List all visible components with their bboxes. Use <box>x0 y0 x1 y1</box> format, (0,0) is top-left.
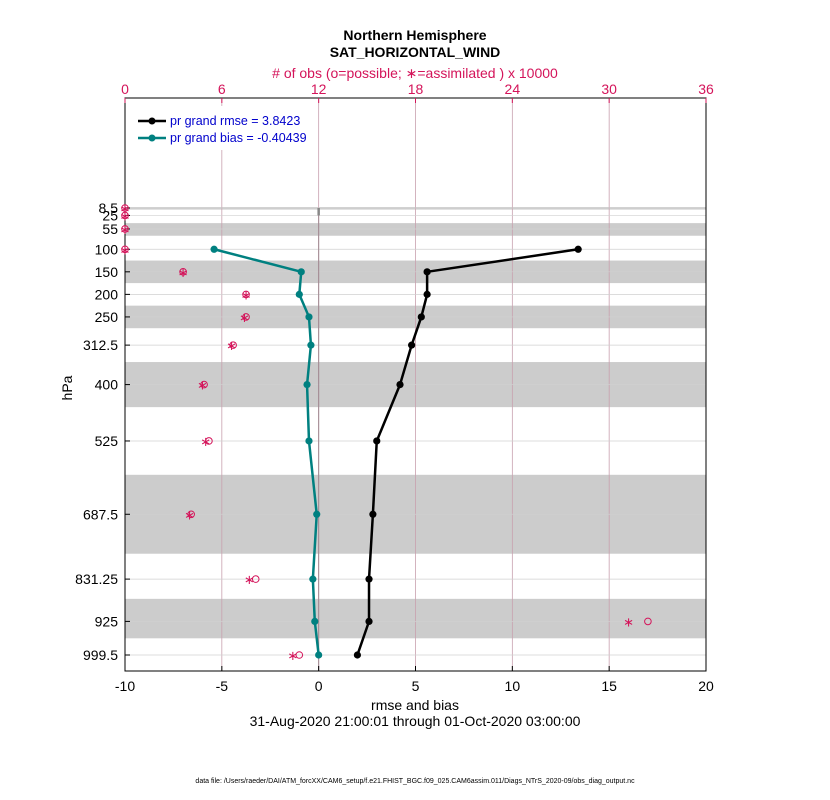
obs-possible-marker <box>644 617 652 626</box>
y-tick-label: 8.5 <box>99 200 119 216</box>
obs-assimilated-marker: ∗ <box>120 242 131 257</box>
obs-possible-marker <box>205 437 213 445</box>
obs-possible-marker <box>179 268 187 276</box>
obs-possible-marker <box>229 341 237 349</box>
legend-bias-label: pr grand bias = -0.40439 <box>170 131 307 145</box>
obs-count-markers: ∗∗∗∗∗∗∗∗∗∗∗∗∗∗ <box>120 201 652 663</box>
rmse-point <box>396 380 404 389</box>
rmse-point <box>365 575 373 583</box>
obs-assimilated-marker: ∗ <box>120 222 131 237</box>
obs-assimilated-marker: ∗ <box>226 338 237 353</box>
legend-rmse-label: pr grand rmse = 3.8423 <box>170 114 300 128</box>
legend-bias-marker <box>148 134 156 142</box>
obs-possible-marker <box>251 575 260 583</box>
y-tick-label: 150 <box>95 264 119 280</box>
bias-point <box>305 313 313 321</box>
chart-title: Northern Hemisphere <box>343 27 486 43</box>
obs-assimilated-marker: ∗ <box>200 434 211 449</box>
bias-point <box>311 617 319 625</box>
bias-point <box>297 268 305 276</box>
x-tick-label: 10 <box>505 678 521 694</box>
obs-assimilated-marker: ∗ <box>120 201 131 216</box>
rmse-point <box>408 341 416 349</box>
obs-possible-marker <box>242 313 250 321</box>
rmse-point <box>365 617 373 625</box>
y-tick-label: 687.5 <box>83 506 118 522</box>
bias-point <box>305 437 313 445</box>
obs-assimilated-marker: ∗ <box>241 287 252 302</box>
y-tick-label: 999.5 <box>83 647 118 663</box>
x-tick-label: 0 <box>315 678 323 694</box>
top-tick-label: 36 <box>698 81 714 97</box>
series-lines <box>210 245 582 659</box>
y-axis-label: hPa <box>59 375 75 400</box>
obs-assimilated-marker: ∗ <box>287 648 298 663</box>
chart-subtitle: SAT_HORIZONTAL_WIND <box>330 44 501 60</box>
legend-rmse-marker <box>148 117 156 125</box>
y-tick-label: 400 <box>95 377 119 393</box>
date-range: 31-Aug-2020 21:00:01 through 01-Oct-2020… <box>250 713 581 729</box>
obs-possible-marker <box>295 651 304 659</box>
x-tick-label: 15 <box>601 678 617 694</box>
y-tick-label: 100 <box>95 241 119 257</box>
obs-assimilated-marker: ∗ <box>244 572 255 587</box>
bias-point <box>307 341 315 349</box>
rmse-point <box>369 510 377 518</box>
rmse-point <box>423 290 431 298</box>
bias-point <box>295 290 303 298</box>
obs-assimilated-marker: ∗ <box>184 507 195 522</box>
obs-possible-marker <box>187 510 195 519</box>
bias-point <box>313 510 321 518</box>
rmse-point <box>423 268 431 276</box>
legend-box <box>131 106 314 150</box>
obs-possible-marker <box>121 204 129 212</box>
obs-possible-marker <box>242 290 250 299</box>
gridlines <box>125 98 706 671</box>
rmse-point <box>353 651 361 659</box>
rmse-point <box>417 313 425 321</box>
obs-assimilated-marker: ∗ <box>239 310 250 325</box>
y-tick-label: 525 <box>95 433 119 449</box>
x-tick-label: 20 <box>698 678 714 694</box>
y-tick-label: 200 <box>95 286 119 302</box>
y-tick-label: 55 <box>102 221 118 237</box>
y-tick-label: 250 <box>95 309 119 325</box>
rmse-point <box>373 437 381 445</box>
axis-ticks: -10 -5 0 5 10 15 200 6 12 18 24 30 368.5255510015020… <box>75 81 714 694</box>
top-tick-label: 12 <box>311 81 327 97</box>
bias-point <box>210 245 218 253</box>
obs-assimilated-marker: ∗ <box>120 208 131 223</box>
x-axis-label: rmse and bias <box>371 697 459 713</box>
obs-possible-marker <box>200 380 208 389</box>
y-tick-label: 312.5 <box>83 337 118 353</box>
x-tick-label: 5 <box>412 678 420 694</box>
y-tick-label: 831.25 <box>75 571 118 587</box>
top-tick-label: 6 <box>218 81 226 97</box>
obs-assimilated-marker: ∗ <box>623 614 634 629</box>
top-axis-label: # of obs (o=possible; ∗=assimilated ) x … <box>272 65 558 81</box>
top-tick-label: 30 <box>601 81 617 97</box>
obs-possible-marker <box>121 225 129 233</box>
obs-possible-marker <box>121 211 129 220</box>
legend: pr grand rmse = 3.8423 pr grand bias = -… <box>131 106 314 150</box>
obs-assimilated-marker: ∗ <box>197 378 208 393</box>
bias-point <box>315 651 323 659</box>
y-tick-label: 25 <box>102 207 118 223</box>
top-tick-label: 24 <box>505 81 521 97</box>
top-tick-label: 0 <box>121 81 129 97</box>
top-tick-label: 18 <box>408 81 424 97</box>
bias-point <box>303 380 311 389</box>
y-tick-label: 925 <box>95 613 119 629</box>
x-tick-label: -10 <box>115 678 135 694</box>
bias-point <box>309 575 317 583</box>
rmse-point <box>574 245 582 253</box>
obs-possible-marker <box>121 245 129 254</box>
footer-data-file: data file: /Users/raeder/DAI/ATM_forcXX/… <box>195 778 635 785</box>
obs-assimilated-marker: ∗ <box>178 265 189 280</box>
x-tick-label: -5 <box>216 678 229 694</box>
